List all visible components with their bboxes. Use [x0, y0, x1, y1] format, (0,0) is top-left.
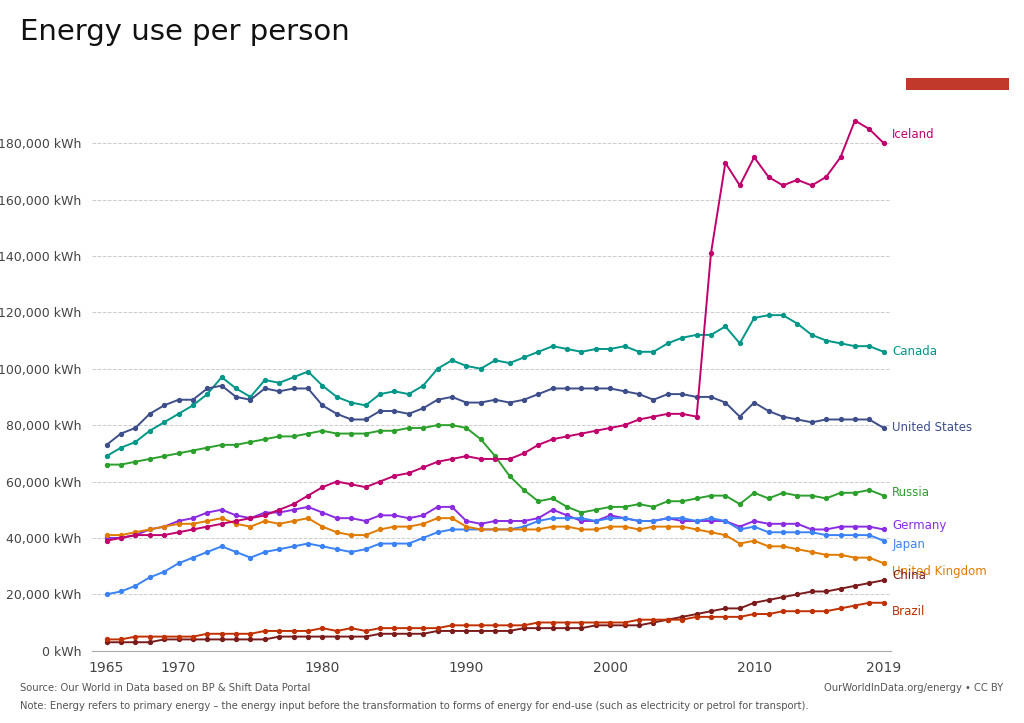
Text: Canada: Canada	[892, 346, 937, 359]
Text: United Kingdom: United Kingdom	[892, 565, 987, 578]
Text: Source: Our World in Data based on BP & Shift Data Portal: Source: Our World in Data based on BP & …	[20, 683, 311, 693]
Text: Iceland: Iceland	[892, 128, 935, 141]
Text: China: China	[892, 570, 926, 583]
Text: in Data: in Data	[938, 56, 977, 67]
Text: Russia: Russia	[892, 487, 931, 500]
Text: Our World: Our World	[930, 38, 985, 47]
Text: United States: United States	[892, 422, 973, 435]
Text: Energy use per person: Energy use per person	[20, 18, 350, 46]
Text: Japan: Japan	[892, 539, 926, 552]
Text: OurWorldInData.org/energy • CC BY: OurWorldInData.org/energy • CC BY	[824, 683, 1004, 693]
Text: Note: Energy refers to primary energy – the energy input before the transformati: Note: Energy refers to primary energy – …	[20, 701, 809, 711]
Text: Brazil: Brazil	[892, 604, 926, 617]
Text: Germany: Germany	[892, 518, 947, 531]
Bar	[906, 78, 1009, 90]
